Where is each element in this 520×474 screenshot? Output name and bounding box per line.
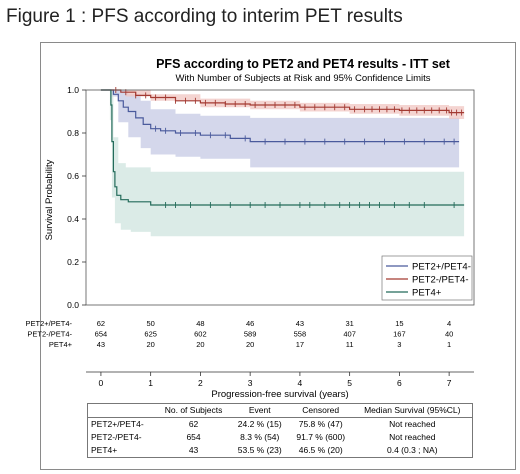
at-risk-value-2-0: 43 <box>97 340 105 349</box>
at-risk-value-0-7: 4 <box>447 319 451 328</box>
x-tick-label-3: 3 <box>248 378 253 388</box>
summary-cell-0-4: Not reached <box>389 419 436 429</box>
figure-title: Figure 1 : PFS according to interim PET … <box>6 6 403 27</box>
chart-frame <box>40 42 516 470</box>
x-axis-label: Progression-free survival (years) <box>211 389 348 400</box>
at-risk-value-2-5: 11 <box>346 340 354 349</box>
x-tick-label-1: 1 <box>148 378 153 388</box>
at-risk-value-0-6: 15 <box>395 319 403 328</box>
x-tick-label-2: 2 <box>198 378 203 388</box>
summary-cell-2-0: PET4+ <box>91 445 118 455</box>
at-risk-value-1-2: 602 <box>194 330 207 339</box>
summary-cell-1-0: PET2-/PET4- <box>91 432 142 442</box>
at-risk-value-1-0: 654 <box>95 330 108 339</box>
x-tick-label-6: 6 <box>397 378 402 388</box>
y-axis: 0.0 0.2 0.4 0.6 0.8 1.0 <box>67 85 86 310</box>
km-curve-pet2-pet4 <box>100 89 460 143</box>
y-tick-label-5: 1.0 <box>67 85 79 95</box>
y-tick-label-1: 0.2 <box>67 257 79 267</box>
at-risk-value-0-3: 46 <box>246 319 254 328</box>
ci-band-pet4 <box>100 90 465 237</box>
plot-area <box>85 89 475 306</box>
summary-cell-1-2: 8.3 % (54) <box>240 432 280 442</box>
at-risk-value-2-1: 20 <box>146 340 154 349</box>
summary-cell-1-3: 91.7 % (600) <box>296 432 346 442</box>
legend-box <box>381 255 473 301</box>
km-curve-pet4 <box>100 89 465 206</box>
y-tick-label-0: 0.0 <box>67 300 79 310</box>
at-risk-value-2-2: 20 <box>196 340 204 349</box>
at-risk-value-1-6: 167 <box>393 330 406 339</box>
y-tick-label-3: 0.6 <box>67 171 79 181</box>
summary-cell-2-1: 43 <box>188 445 199 455</box>
y-tick-label-2: 0.4 <box>67 214 79 224</box>
at-risk-row-label-1: PET2-/PET4- <box>27 330 72 339</box>
at-risk-value-0-4: 43 <box>296 319 304 328</box>
censor-marks <box>115 87 463 208</box>
x-tick-label-0: 0 <box>99 378 104 388</box>
summary-row: PET2-/PET4- 654 8.3 % (54) 91.7 % (600) Not … <box>88 431 473 444</box>
summary-cell-0-1: 62 <box>188 419 199 429</box>
summary-cell-2-3: 46.5 % (20) <box>298 445 343 455</box>
at-risk-value-0-5: 31 <box>345 319 353 328</box>
at-risk-value-1-3: 589 <box>244 330 257 339</box>
at-risk-value-2-3: 20 <box>246 340 254 349</box>
summary-header-1: No. of Subjects <box>156 403 231 418</box>
x-tick-label-5: 5 <box>347 378 352 388</box>
summary-header-0 <box>87 403 157 418</box>
at-risk-row-label-2: PET4+ <box>49 340 73 349</box>
summary-header-3: Censored <box>288 403 353 418</box>
x-axis: 0 1 2 3 4 5 6 7 <box>86 371 474 388</box>
legend: PET2+/PET4- PET2-/PET4- PET4+ <box>381 255 473 301</box>
summary-cell-0-3: 75.8 % (47) <box>298 419 343 429</box>
summary-cell-1-4: Not reached <box>389 432 436 442</box>
at-risk-value-2-4: 17 <box>296 340 304 349</box>
legend-label-0: PET2+/PET4- <box>412 262 471 273</box>
ci-band-pet2-pet4 <box>100 90 460 168</box>
at-risk-value-2-7: 1 <box>447 340 451 349</box>
x-tick-label-7: 7 <box>447 378 452 388</box>
x-tick-label-4: 4 <box>298 378 303 388</box>
summary-cell-0-0: PET2+/PET4- <box>91 419 144 429</box>
summary-header-2: Event <box>230 403 289 418</box>
at-risk-value-1-7: 40 <box>445 330 453 339</box>
legend-label-2: PET4+ <box>412 288 442 299</box>
summary-table: No. of Subjects Event Censored Median Survi… <box>87 403 473 458</box>
summary-cell-2-2: 53.5 % (23) <box>237 445 282 455</box>
summary-cell-0-2: 24.2 % (15) <box>237 419 282 429</box>
legend-label-1: PET2-/PET4- <box>412 275 469 286</box>
summary-cell-2-4: 0.4 (0.3 ; NA) <box>387 445 438 455</box>
y-axis-label: Survival Probability <box>44 159 55 240</box>
at-risk-value-1-1: 625 <box>144 330 157 339</box>
chart-title: PFS according to PET2 and PET4 results -… <box>156 57 451 71</box>
summary-cell-1-1: 654 <box>186 432 201 442</box>
summary-header-4: Median Survival (95%CL) <box>352 403 473 418</box>
at-risk-value-2-6: 3 <box>397 340 401 349</box>
at-risk-value-1-5: 407 <box>343 330 356 339</box>
at-risk-value-0-1: 50 <box>146 319 154 328</box>
summary-row: PET2+/PET4- 62 24.2 % (15) 75.8 % (47) Not r… <box>88 418 473 432</box>
at-risk-value-0-0: 62 <box>97 319 105 328</box>
at-risk-value-1-4: 558 <box>294 330 307 339</box>
chart-subtitle: With Number of Subjects at Risk and 95% … <box>175 73 430 84</box>
y-tick-label-4: 0.8 <box>67 128 79 138</box>
summary-row: PET4+ 43 53.5 % (23) 46.5 % (20) 0.4 (0.3 ; … <box>88 444 473 458</box>
at-risk-row-label-0: PET2+/PET4- <box>26 319 73 328</box>
at-risk-value-0-2: 48 <box>196 319 204 328</box>
